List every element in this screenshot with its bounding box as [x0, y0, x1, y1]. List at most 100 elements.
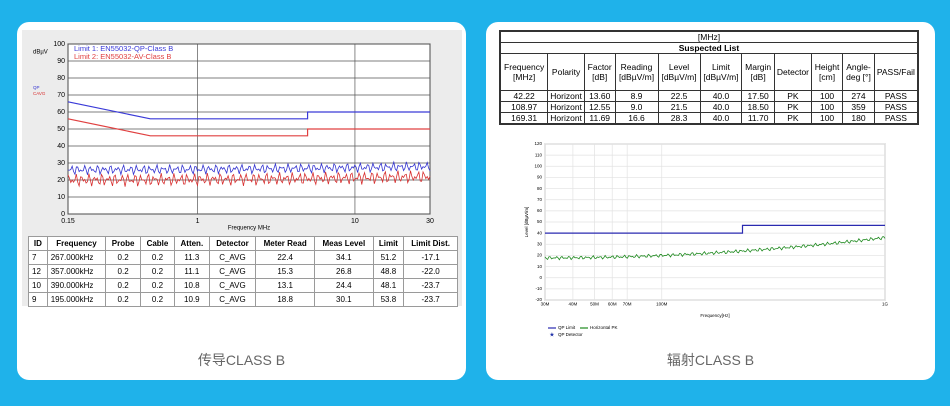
y-tick-label: 10 — [537, 264, 543, 269]
header-row: ID Frequency Probe Cable Atten. Detector Meter… — [28, 236, 458, 251]
row: 108.97 Horizont 12.55 9.0 21.5 40.0 18.50 PK 100… — [499, 101, 919, 113]
header-row: Frequency [MHz] Polarity Factor [dB] Readin… — [499, 53, 919, 91]
header-cell: PASS/Fail — [873, 53, 919, 91]
cell: 11.69 — [583, 112, 616, 125]
legend-label: QP Detector — [558, 332, 583, 337]
header-cell: Height [cm] — [810, 53, 844, 91]
x-axis-title: Frequency MHz — [228, 226, 270, 232]
header-cell: Factor [dB] — [583, 53, 616, 91]
cell: 390.000kHz — [46, 278, 107, 293]
cell: 357.000kHz — [46, 264, 107, 279]
header-cell: Limit [dBµV/m] — [699, 53, 743, 91]
cell: 100 — [810, 101, 844, 113]
cell: 0.2 — [105, 250, 142, 265]
row: 10 390.000kHz 0.2 0.2 10.8 C_AVG 13.1 24.4 48.1-… — [28, 278, 458, 293]
cell: Horizont — [547, 90, 585, 102]
cell: 108.97 — [499, 101, 549, 113]
y-tick-label: 40 — [537, 230, 543, 235]
x-tick-label: 1G — [882, 302, 889, 307]
cell: 9 — [28, 292, 48, 307]
y-axis-title: Level [dBµV/m] — [524, 207, 529, 238]
header-cell: Angle-deg [°] — [842, 53, 875, 91]
unit-cell: [MHz] — [499, 30, 919, 43]
row: 9 195.000kHz 0.2 0.2 10.9 C_AVG 18.8 30.1 53.8 -2… — [28, 292, 458, 307]
cell: 11.70 — [741, 112, 775, 125]
trace — [67, 170, 431, 188]
cell: -23.7 — [403, 292, 458, 307]
cell: 40.0 — [699, 101, 743, 113]
header-cell: Frequency — [46, 236, 107, 251]
x-axis-title: Frequency[Hz] — [700, 313, 729, 318]
y-tick-label: 60 — [537, 208, 543, 213]
cell: 48.8 — [372, 264, 405, 279]
x-tick-label: 40M — [569, 302, 578, 307]
cell: 53.8 — [372, 292, 405, 307]
y-tick-label: 50 — [537, 219, 543, 224]
cell: 9.0 — [614, 101, 659, 113]
header-cell: Reading [dBµV/m] — [614, 53, 659, 91]
y-tick-label: 50 — [57, 126, 65, 133]
header-cell: Limit Dist. — [403, 236, 458, 251]
title-cell: Suspected List — [499, 42, 919, 54]
y-tick-label: 100 — [534, 163, 542, 168]
cell: 24.4 — [314, 278, 374, 293]
header-cell: Meas Level — [314, 236, 374, 251]
cell: -17.1 — [403, 250, 458, 265]
cell: 100 — [810, 112, 844, 125]
legend-label: Limit 1: EN55032-QP-Class B — [74, 44, 173, 53]
cell: PASS — [873, 101, 919, 113]
header-cell: Cable — [140, 236, 175, 251]
header-cell: Detector — [773, 53, 813, 91]
y-tick-label: 80 — [57, 75, 65, 82]
cell: 11.1 — [173, 264, 210, 279]
cell: 0.2 — [140, 250, 175, 265]
cell: 0.2 — [105, 292, 142, 307]
title-row: Suspected List — [499, 42, 919, 54]
cell: 28.3 — [657, 112, 701, 125]
y-tick-label: 30 — [537, 241, 543, 246]
legend-label: Horizontal PK — [590, 325, 618, 330]
cell: 42.22 — [499, 90, 549, 102]
header-cell: Frequency [MHz] — [499, 53, 549, 91]
cell: 0.2 — [140, 264, 175, 279]
y-tick-label: 70 — [537, 197, 543, 202]
cell: 0.2 — [105, 278, 142, 293]
cell: 13.60 — [583, 90, 616, 102]
cell: 10 — [28, 278, 48, 293]
y-tick-label: 0 — [539, 275, 542, 280]
y-tick-label: 60 — [57, 109, 65, 116]
cell: PK — [773, 112, 813, 125]
cell: PK — [773, 101, 813, 113]
cell: 274 — [842, 90, 875, 102]
cell: 180 — [842, 112, 875, 125]
y-tick-label: 80 — [537, 186, 543, 191]
side-label: QP — [33, 85, 40, 90]
x-tick-label: 70M — [623, 302, 632, 307]
cell: 100 — [810, 90, 844, 102]
y-unit: dBµV — [33, 50, 48, 56]
right-caption: 辐射CLASS B — [666, 352, 755, 368]
y-tick-label: 100 — [53, 41, 65, 48]
cell: 48.1 — [372, 278, 405, 293]
cell: 17.50 — [741, 90, 775, 102]
legend-label: Limit 2: EN55032-AV-Class B — [74, 52, 171, 61]
cell: PASS — [873, 90, 919, 102]
cell: 267.000kHz — [46, 250, 107, 265]
cell: 7 — [28, 250, 48, 265]
cell: 195.000kHz — [46, 292, 107, 307]
header-cell: Atten. — [173, 236, 210, 251]
y-tick-label: 90 — [537, 175, 543, 180]
cell: 12 — [28, 264, 48, 279]
cell: PK — [773, 90, 813, 102]
cell: C_AVG — [208, 264, 257, 279]
cell: PASS — [873, 112, 919, 125]
right-table: [MHz] Suspected List Frequency [MHz] Polari… — [499, 30, 919, 125]
header-cell: Polarity — [547, 53, 585, 91]
limit-line — [67, 101, 430, 120]
trace — [544, 236, 886, 261]
y-tick-label: -10 — [535, 286, 542, 291]
cell: 40.0 — [699, 90, 743, 102]
x-tick-label: 50M — [590, 302, 599, 307]
cell: 0.2 — [140, 278, 175, 293]
